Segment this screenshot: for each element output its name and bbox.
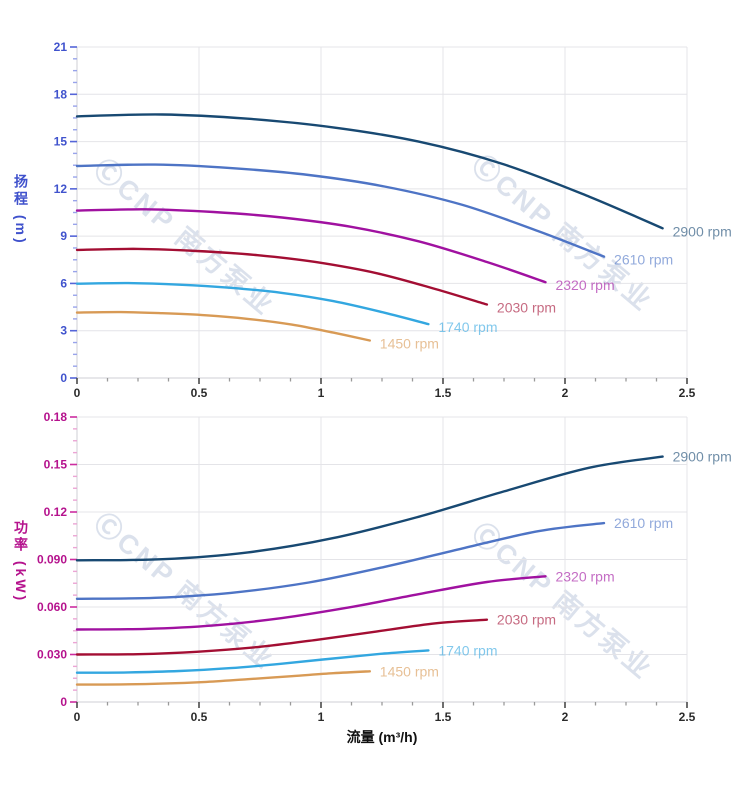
series-label-2610-rpm: 2610 rpm	[614, 252, 673, 268]
series-label-2610-rpm: 2610 rpm	[614, 515, 673, 531]
series-label-1450-rpm: 1450 rpm	[380, 335, 439, 351]
y-tick-label: 12	[54, 182, 68, 196]
power-axis-title: 功率 (kW)	[13, 520, 29, 604]
curve-2900-rpm	[75, 113, 664, 230]
y-tick-label: 0.060	[37, 600, 67, 614]
curve-2030-rpm	[75, 247, 489, 306]
curve-1740-rpm	[75, 281, 430, 326]
y-tick-label: 0.090	[37, 553, 67, 567]
y-tick-label: 9	[60, 229, 67, 243]
y-tick-label: 0	[60, 371, 67, 385]
x-tick-label: 0	[74, 710, 81, 724]
curve-2320-rpm	[75, 208, 547, 284]
x-tick-label: 1.5	[435, 386, 452, 400]
x-tick-label: 2.5	[679, 386, 696, 400]
y-tick-label: 0.18	[44, 410, 68, 424]
head-axis-title: 扬程 (m)	[13, 174, 29, 246]
y-tick-label: 0.12	[44, 505, 68, 519]
x-tick-label: 2.5	[679, 710, 696, 724]
y-tick-label: 21	[54, 40, 68, 54]
y-tick-label: 0.15	[44, 458, 68, 472]
series-label-1450-rpm: 1450 rpm	[380, 663, 439, 679]
series-label-2320-rpm: 2320 rpm	[555, 277, 614, 293]
y-tick-label: 15	[54, 135, 68, 149]
series-label-2900-rpm: 2900 rpm	[673, 449, 732, 465]
curve-1740-rpm	[75, 649, 430, 674]
curve-2320-rpm	[75, 575, 547, 631]
series-label-1740-rpm: 1740 rpm	[438, 319, 497, 335]
y-tick-label: 6	[60, 276, 67, 290]
y-tick-label: 18	[54, 87, 68, 101]
x-tick-label: 1	[318, 710, 325, 724]
x-tick-label: 2	[562, 710, 569, 724]
x-tick-label: 0.5	[191, 386, 208, 400]
series-label-2320-rpm: 2320 rpm	[555, 568, 614, 584]
x-tick-label: 0	[74, 386, 81, 400]
series-label-2030-rpm: 2030 rpm	[497, 612, 556, 628]
x-tick-label: 2	[562, 386, 569, 400]
flow-axis-title: 流量 (m³/h)	[346, 729, 418, 745]
curve-2610-rpm	[75, 521, 606, 600]
curve-1450-rpm	[75, 310, 371, 342]
series-label-2900-rpm: 2900 rpm	[673, 223, 732, 239]
curve-2610-rpm	[75, 163, 606, 258]
curve-2030-rpm	[75, 618, 489, 656]
curve-1450-rpm	[75, 670, 371, 686]
y-tick-label: 0.030	[37, 648, 67, 662]
y-tick-label: 3	[60, 324, 67, 338]
y-tick-label: 0	[60, 695, 67, 709]
series-label-1740-rpm: 1740 rpm	[438, 642, 497, 658]
series-label-2030-rpm: 2030 rpm	[497, 300, 556, 316]
curve-2900-rpm	[75, 455, 664, 562]
x-tick-label: 0.5	[191, 710, 208, 724]
x-tick-label: 1	[318, 386, 325, 400]
x-tick-label: 1.5	[435, 710, 452, 724]
